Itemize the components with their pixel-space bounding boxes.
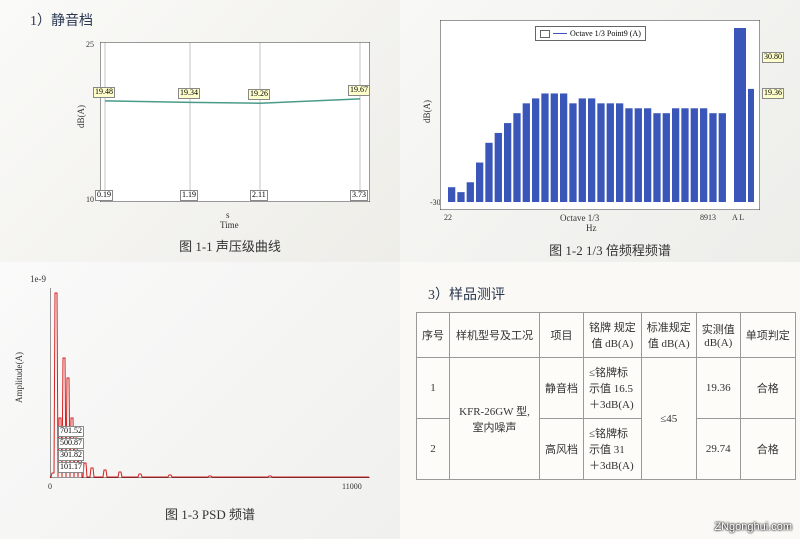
q1-title: 1）静音档 xyxy=(30,10,93,30)
eval-table: 序号 样机型号及工况 项目 铭牌 规定 值 dB(A) 标准规定 值 dB(A)… xyxy=(416,312,796,480)
cell-item: 高风档 xyxy=(540,419,584,480)
q2-legend: Octave 1/3 Point9 (A) xyxy=(535,26,646,41)
legend-swatch-icon xyxy=(540,30,550,38)
panel-q2: Octave 1/3 Point9 (A) dB(A) -30 22 8913 … xyxy=(400,0,800,262)
q2-legend-text: Octave 1/3 Point9 (A) xyxy=(570,29,641,38)
q2-ylabel: dB(A) xyxy=(422,100,432,123)
q2-xsub: Octave 1/3 xyxy=(560,213,599,223)
q2-svg xyxy=(440,20,760,210)
cell-std: ≤45 xyxy=(641,358,696,480)
q2-chart xyxy=(440,20,760,210)
cell-seq: 1 xyxy=(417,358,450,419)
q1-time-label: 1.19 xyxy=(180,190,198,201)
cell-meas: 19.36 xyxy=(696,358,740,419)
q1-value-label: 19.34 xyxy=(178,88,200,99)
q1-time-label: 3.73 xyxy=(350,190,368,201)
q2-xmax: 8913 xyxy=(700,213,716,222)
q4-title: 3）样品测评 xyxy=(428,284,505,304)
q3-peak-label: 701.52 xyxy=(58,426,84,437)
q1-caption: 图 1-1 声压级曲线 xyxy=(100,236,360,255)
panel-q3: 1e-9 Amplitude(A) 0 11000 图 1-3 PSD 频谱 7… xyxy=(0,262,400,539)
q2-right: A L xyxy=(732,213,744,222)
q1-time-label: 0.19 xyxy=(95,190,113,201)
table-header-row: 序号 样机型号及工况 项目 铭牌 规定 值 dB(A) 标准规定 值 dB(A)… xyxy=(417,313,796,358)
q1-value-label: 19.48 xyxy=(93,87,115,98)
q1-value-label: 19.26 xyxy=(248,89,270,100)
cell-np: ≤铭牌标 示值 16.5 ＋3dB(A) xyxy=(584,358,642,419)
q3-svg xyxy=(50,288,370,478)
q3-peak-label: 500.87 xyxy=(58,438,84,449)
cell-model: KFR-26GW 型, 室内噪声 xyxy=(450,358,540,480)
q1-chart: 19.480.1919.341.1919.262.1119.673.73 xyxy=(100,42,370,202)
q3-xmin: 0 xyxy=(48,482,52,491)
q2-ylo: -30 xyxy=(430,198,441,207)
th-measured: 实测值 dB(A) xyxy=(696,313,740,358)
cell-ver: 合格 xyxy=(740,358,795,419)
th-verdict: 单项判定 xyxy=(740,313,795,358)
th-model: 样机型号及工况 xyxy=(450,313,540,358)
q2-top-label: 30.80 xyxy=(762,52,784,63)
cell-ver: 合格 xyxy=(740,419,795,480)
q3-caption: 图 1-3 PSD 频谱 xyxy=(80,504,340,523)
q2-xlabel: Hz xyxy=(586,223,597,233)
q3-ysub: 1e-9 xyxy=(30,274,46,284)
th-standard: 标准规定 值 dB(A) xyxy=(641,313,696,358)
th-seq: 序号 xyxy=(417,313,450,358)
q2-mid-label: 19.36 xyxy=(762,88,784,99)
cell-seq: 2 xyxy=(417,419,450,480)
q3-chart xyxy=(50,288,370,478)
q1-ylabel: dB(A) xyxy=(76,105,86,128)
panel-q1: 1）静音档 19.48 0.19 19.34 1.19 19.26 2.11 19.67 3.… xyxy=(0,0,400,262)
q3-peak-label: 301.82 xyxy=(58,450,84,461)
q3-xmax: 11000 xyxy=(342,482,362,491)
q1-value-label: 19.67 xyxy=(348,85,370,96)
cell-np: ≤铭牌标 示值 31 ＋3dB(A) xyxy=(584,419,642,480)
q1-yhi: 25 xyxy=(86,40,94,49)
q3-peak-label: 101.17 xyxy=(58,462,84,473)
q2-xmin: 22 xyxy=(444,213,452,222)
q3-ylabel: Amplitude(A) xyxy=(14,352,24,403)
q1-svg xyxy=(100,42,370,202)
q2-caption: 图 1-2 1/3 倍频程频谱 xyxy=(480,240,740,259)
th-nameplate: 铭牌 规定 值 dB(A) xyxy=(584,313,642,358)
cell-meas: 29.74 xyxy=(696,419,740,480)
table-row: 1 KFR-26GW 型, 室内噪声 静音档 ≤铭牌标 示值 16.5 ＋3dB… xyxy=(417,358,796,419)
legend-line-icon xyxy=(553,33,567,34)
q1-xsub: s xyxy=(226,210,230,220)
q1-xlabel: Time xyxy=(220,220,239,230)
th-item: 项目 xyxy=(540,313,584,358)
panel-q4: 3）样品测评 序号 样机型号及工况 项目 铭牌 规定 值 dB(A) 标准规定 … xyxy=(400,262,800,539)
q1-time-label: 2.11 xyxy=(250,190,268,201)
watermark: ZNgonghui.com xyxy=(714,521,792,533)
q1-ylo: 10 xyxy=(86,195,94,204)
cell-item: 静音档 xyxy=(540,358,584,419)
